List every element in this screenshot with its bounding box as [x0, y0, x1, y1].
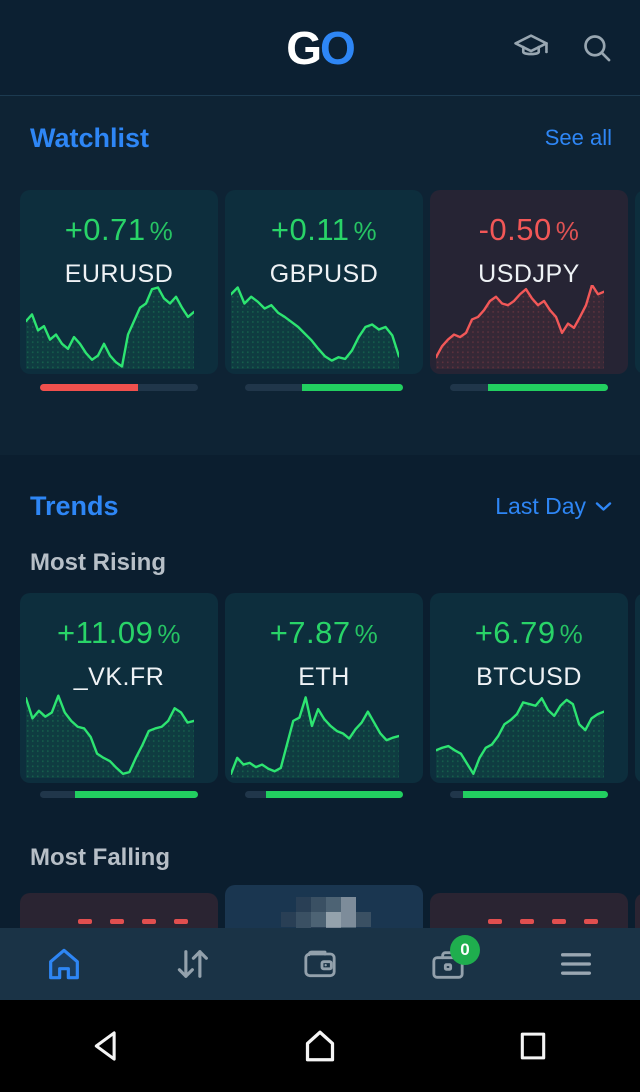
sentiment-segment-green: [301, 384, 403, 391]
sentiment-bar: [225, 791, 423, 798]
nav-menu-button[interactable]: [512, 928, 640, 1000]
instrument-symbol: BTCUSD: [476, 663, 582, 691]
sentiment-segment-gray: [40, 791, 75, 798]
watchlist-title: Watchlist: [30, 122, 150, 153]
android-back-button[interactable]: [0, 1027, 213, 1065]
watchlist-card-gbpusd[interactable]: +0.11% GBPUSD: [225, 190, 423, 374]
sentiment-bar: [430, 791, 628, 798]
falling-card-partial: [635, 893, 640, 928]
sparkline-chart: [231, 694, 399, 778]
sentiment-bar: [430, 384, 628, 391]
sparkline-chart: [26, 694, 194, 778]
change-percent: +7.87%: [269, 615, 379, 650]
back-triangle-icon: [94, 1031, 116, 1061]
rising-card-partial: [635, 593, 640, 783]
android-home-button[interactable]: [213, 1026, 426, 1066]
instrument-symbol: GBPUSD: [269, 260, 379, 288]
most-falling-label: Most Falling: [30, 844, 170, 871]
bottom-nav-bar: 0: [0, 928, 640, 1000]
logo-letter-o: O: [320, 21, 356, 74]
falling-card-change-clipped: [488, 919, 598, 924]
change-percent: +0.11%: [270, 212, 378, 247]
watchlist-card-partial: [635, 190, 640, 374]
watchlist-section: Watchlist See all +0.71% EURUSD +0.11% G…: [0, 96, 640, 455]
logo-letter-g: G: [286, 21, 322, 74]
recents-square-icon: [521, 1032, 546, 1060]
home-icon: [49, 948, 79, 980]
sentiment-segment-green: [74, 791, 198, 798]
rising-cards-row: +11.09% _VK.FR +7.87% ETH +6.79% BTCUSD: [0, 593, 640, 783]
change-percent: -0.50%: [478, 212, 580, 247]
wallet-icon: [304, 950, 336, 978]
watchlist-card-eurusd[interactable]: +0.71% EURUSD: [20, 190, 218, 374]
nav-trade-button[interactable]: [128, 928, 256, 1000]
sentiment-segment-gray: [450, 791, 463, 798]
home-pentagon-icon: [305, 1030, 335, 1062]
sparkline-chart: [436, 285, 604, 369]
nav-portfolio-button[interactable]: 0: [384, 928, 512, 1000]
change-percent: +6.79%: [474, 615, 584, 650]
timeframe-label: Last Day: [495, 492, 586, 519]
see-all-link[interactable]: See all: [544, 125, 612, 150]
falling-card-change-clipped: [78, 919, 188, 924]
sentiment-bars-row: [0, 384, 640, 391]
android-nav-bar: [0, 1000, 640, 1092]
most-rising-label: Most Rising: [30, 549, 166, 576]
sparkline-chart: [26, 285, 194, 369]
change-percent: +11.09%: [56, 615, 181, 650]
sentiment-segment-red: [40, 384, 138, 391]
rising-card-vkfr[interactable]: +11.09% _VK.FR: [20, 593, 218, 783]
change-percent: +0.71%: [64, 212, 174, 247]
sentiment-segment-green: [462, 791, 608, 798]
instrument-symbol: USDJPY: [478, 260, 580, 288]
sentiment-segment-gray: [137, 384, 198, 391]
sentiment-segment-green: [487, 384, 608, 391]
instrument-symbol: EURUSD: [64, 260, 174, 288]
falling-card[interactable]: [430, 893, 628, 928]
nav-wallet-button[interactable]: [256, 928, 384, 1000]
arrows-up-down-icon: [177, 950, 208, 978]
trends-section: Trends Last Day Most Rising +11.09% _VK.…: [0, 455, 640, 928]
sparkline-chart: [231, 285, 399, 369]
timeframe-dropdown[interactable]: Last Day: [495, 493, 612, 520]
education-icon[interactable]: [512, 31, 550, 65]
sentiment-bars-row: [0, 791, 640, 798]
sentiment-segment-gray: [245, 384, 302, 391]
sentiment-bar: [20, 384, 218, 391]
falling-card[interactable]: [20, 893, 218, 928]
hamburger-menu-icon: [561, 953, 591, 975]
watchlist-card-usdjpy[interactable]: -0.50% USDJPY: [430, 190, 628, 374]
instrument-symbol: ETH: [298, 663, 350, 691]
falling-card-censored[interactable]: [225, 885, 423, 928]
rising-card-btcusd[interactable]: +6.79% BTCUSD: [430, 593, 628, 783]
chevron-down-icon: [595, 501, 612, 511]
sentiment-segment-gray: [450, 384, 488, 391]
trends-title: Trends: [30, 490, 119, 521]
rising-card-eth[interactable]: +7.87% ETH: [225, 593, 423, 783]
search-icon[interactable]: [580, 31, 614, 65]
portfolio-count-badge: 0: [450, 935, 480, 965]
sentiment-segment-green: [265, 791, 403, 798]
sentiment-bar: [225, 384, 423, 391]
censored-content: [281, 897, 371, 928]
app-bar: GO: [0, 0, 640, 96]
sparkline-chart: [436, 694, 604, 778]
falling-cards-row: [0, 885, 640, 928]
app-logo: GO: [0, 0, 640, 96]
watchlist-cards-row: +0.71% EURUSD +0.11% GBPUSD -0.50% USDJP…: [0, 190, 640, 374]
instrument-symbol: _VK.FR: [73, 663, 165, 691]
nav-home-button[interactable]: [0, 928, 128, 1000]
sentiment-bar: [20, 791, 218, 798]
android-recents-button[interactable]: [427, 1027, 640, 1065]
sentiment-segment-gray: [245, 791, 266, 798]
